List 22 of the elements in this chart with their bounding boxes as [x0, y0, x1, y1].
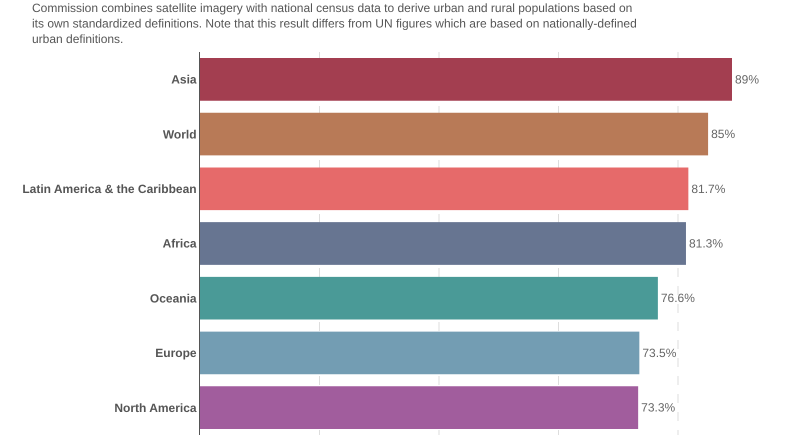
y-tick-label: Europe: [155, 346, 197, 360]
data-label: 89%: [735, 72, 760, 86]
data-label: 73.5%: [642, 346, 677, 360]
y-tick-label: Oceania: [150, 291, 197, 306]
y-tick-label: Latin America & the Caribbean: [22, 182, 197, 196]
y-tick-label: Asia: [171, 72, 197, 87]
data-label: 73.3%: [641, 400, 676, 415]
data-label: 76.6%: [660, 291, 696, 306]
data-label: 81.7%: [691, 182, 726, 196]
y-tick-label: World: [162, 127, 197, 142]
bar: [200, 112, 708, 156]
chart-subtitle: Commission combines satellite imagery with national census data to derive urban and rural populations based on its own standardized definitions. Note that this result differs from UN figures which are based on nationally-defined urban definitions.: [32, 1, 637, 46]
bar: [200, 276, 658, 320]
data-label: 85%: [711, 127, 736, 142]
y-tick-label: Africa: [162, 236, 197, 251]
bar: [200, 58, 732, 101]
y-tick-label: North America: [114, 400, 197, 415]
bar: [200, 222, 686, 265]
bar: [200, 386, 638, 429]
data-label: 81.3%: [688, 236, 724, 250]
bar: [200, 332, 640, 374]
bar: [200, 167, 688, 210]
